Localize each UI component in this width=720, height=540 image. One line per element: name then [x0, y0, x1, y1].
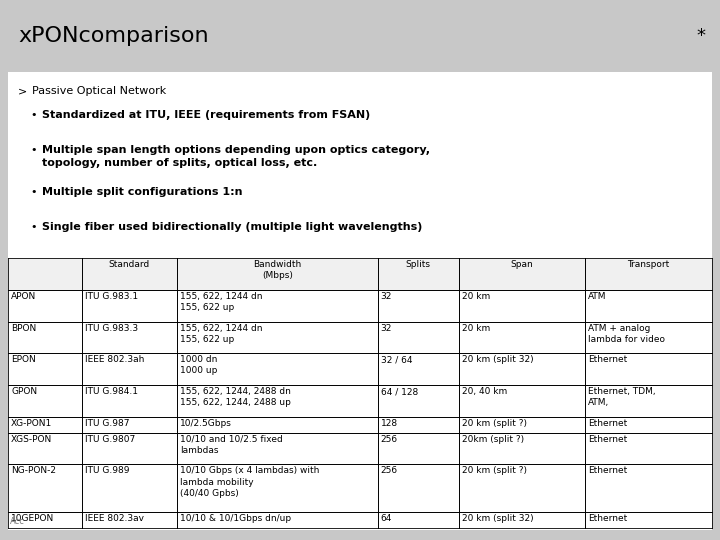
Text: 20 km (split 32): 20 km (split 32) [462, 355, 534, 364]
Text: Ethernet: Ethernet [588, 435, 628, 444]
Text: 20 km (split ?): 20 km (split ?) [462, 419, 526, 428]
Text: ATM: ATM [588, 292, 607, 301]
Text: •: • [30, 145, 37, 155]
Text: ATM + analog
lambda for video: ATM + analog lambda for video [588, 323, 665, 343]
Text: BPON: BPON [11, 323, 36, 333]
Bar [177, 258, 377, 290]
Bar [0, 0, 720, 72]
Text: 32: 32 [381, 323, 392, 333]
Text: Passive Optical Network: Passive Optical Network [32, 86, 166, 96]
Text: Multiple span length options depending upon optics category,
topology, number of: Multiple span length options depending u… [42, 145, 430, 168]
Text: Multiple split configurations 1:n: Multiple split configurations 1:n [42, 187, 243, 197]
Text: 10GEPON: 10GEPON [11, 514, 54, 523]
Text: IEEE 802.3ah: IEEE 802.3ah [85, 355, 144, 364]
Text: >: > [18, 86, 27, 96]
Text: Standardized at ITU, IEEE (requirements from FSAN): Standardized at ITU, IEEE (requirements … [42, 110, 370, 120]
Bar [82, 258, 177, 290]
Bar [377, 258, 459, 290]
Text: 32: 32 [381, 292, 392, 301]
Text: 155, 622, 1244, 2488 dn
155, 622, 1244, 2488 up: 155, 622, 1244, 2488 dn 155, 622, 1244, … [180, 387, 291, 407]
Text: *: * [696, 27, 705, 45]
Text: 256: 256 [381, 467, 397, 476]
Text: •: • [30, 222, 37, 232]
Text: Standard: Standard [109, 260, 150, 269]
Text: Transport: Transport [628, 260, 670, 269]
Text: 20 km: 20 km [462, 292, 490, 301]
Text: Bandwidth
(Mbps): Bandwidth (Mbps) [253, 260, 302, 280]
Text: Splits: Splits [405, 260, 431, 269]
Text: ITU G.983.3: ITU G.983.3 [85, 323, 138, 333]
Text: Ethernet: Ethernet [588, 419, 628, 428]
Text: 20km (split ?): 20km (split ?) [462, 435, 523, 444]
Text: •: • [30, 110, 37, 120]
Bar [8, 258, 82, 290]
Text: Ethernet: Ethernet [588, 355, 628, 364]
Text: 64 / 128: 64 / 128 [381, 387, 418, 396]
Text: Ethernet: Ethernet [588, 467, 628, 476]
Text: Single fiber used bidirectionally (multiple light wavelengths): Single fiber used bidirectionally (multi… [42, 222, 423, 232]
Text: ITU G.983.1: ITU G.983.1 [85, 292, 138, 301]
Text: Acc: Acc [10, 517, 25, 526]
Text: •: • [30, 187, 37, 197]
Text: 256: 256 [381, 435, 397, 444]
Text: 20, 40 km: 20, 40 km [462, 387, 507, 396]
Bar [459, 258, 585, 290]
Text: 20 km (split ?): 20 km (split ?) [462, 467, 526, 476]
Text: 128: 128 [381, 419, 397, 428]
Text: IEEE 802.3av: IEEE 802.3av [85, 514, 144, 523]
Text: ITU G.989: ITU G.989 [85, 467, 130, 476]
Text: APON: APON [11, 292, 36, 301]
Text: 32 / 64: 32 / 64 [381, 355, 412, 364]
Text: ITU G.987: ITU G.987 [85, 419, 130, 428]
Text: NG-PON-2: NG-PON-2 [11, 467, 56, 476]
Text: GPON: GPON [11, 387, 37, 396]
Text: ITU G.9807: ITU G.9807 [85, 435, 135, 444]
Text: 155, 622, 1244 dn
155, 622 up: 155, 622, 1244 dn 155, 622 up [180, 292, 263, 312]
Text: 20 km (split 32): 20 km (split 32) [462, 514, 534, 523]
Text: 10/2.5Gbps: 10/2.5Gbps [180, 419, 232, 428]
Text: XG-PON1: XG-PON1 [11, 419, 53, 428]
Text: XGS-PON: XGS-PON [11, 435, 53, 444]
Text: Span: Span [510, 260, 534, 269]
Text: 10/10 & 10/1Gbps dn/up: 10/10 & 10/1Gbps dn/up [180, 514, 291, 523]
Text: 155, 622, 1244 dn
155, 622 up: 155, 622, 1244 dn 155, 622 up [180, 323, 263, 343]
Text: 10/10 Gbps (x 4 lambdas) with
lambda mobility
(40/40 Gpbs): 10/10 Gbps (x 4 lambdas) with lambda mob… [180, 467, 320, 498]
Text: 10/10 and 10/2.5 fixed
lambdas: 10/10 and 10/2.5 fixed lambdas [180, 435, 283, 455]
Bar [8, 72, 712, 530]
Text: ITU G.984.1: ITU G.984.1 [85, 387, 138, 396]
Text: 20 km: 20 km [462, 323, 490, 333]
Text: EPON: EPON [11, 355, 36, 364]
Text: Ethernet: Ethernet [588, 514, 628, 523]
Text: Ethernet, TDM,
ATM,: Ethernet, TDM, ATM, [588, 387, 656, 407]
Bar [585, 258, 712, 290]
Text: 1000 dn
1000 up: 1000 dn 1000 up [180, 355, 217, 375]
Text: 64: 64 [381, 514, 392, 523]
Text: xPONcomparison: xPONcomparison [18, 26, 209, 46]
